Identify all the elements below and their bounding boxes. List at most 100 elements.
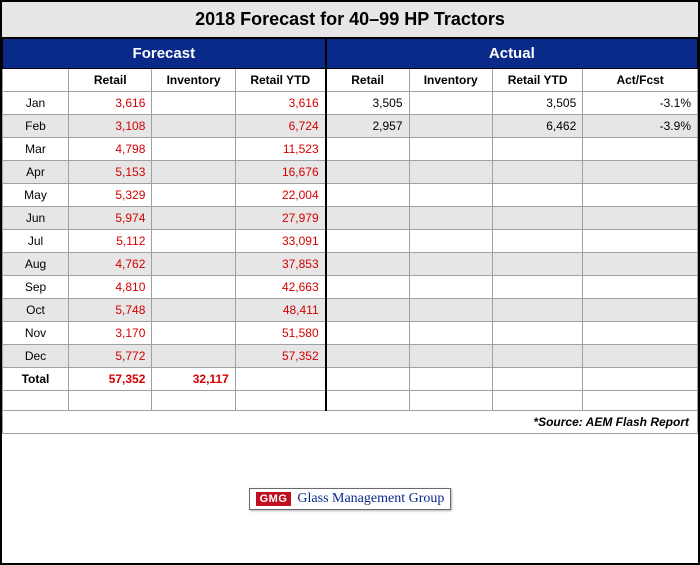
f-retail-cell: 4,798 <box>69 138 152 161</box>
a-retail-cell: 2,957 <box>326 115 409 138</box>
col-a-ytd: Retail YTD <box>492 69 582 92</box>
f-ytd-cell: 27,979 <box>235 207 325 230</box>
table-row: Jan3,6163,6163,5053,505-3.1% <box>3 92 698 115</box>
f-inventory-cell <box>152 322 235 345</box>
f-inventory-cell <box>152 115 235 138</box>
section-header-row: Forecast Actual <box>3 39 698 69</box>
col-act-fcst: Act/Fcst <box>583 69 698 92</box>
a-ytd-cell <box>492 184 582 207</box>
f-ytd-cell: 22,004 <box>235 184 325 207</box>
table-row: Aug4,76237,853 <box>3 253 698 276</box>
a-inventory-cell <box>409 230 492 253</box>
a-inventory-cell <box>409 184 492 207</box>
f-retail-cell: 4,810 <box>69 276 152 299</box>
f-retail-cell: 3,170 <box>69 322 152 345</box>
a-retail-cell <box>326 161 409 184</box>
month-cell: Jan <box>3 92 69 115</box>
f-retail-cell: 5,974 <box>69 207 152 230</box>
f-ytd-cell: 33,091 <box>235 230 325 253</box>
a-retail-cell <box>326 184 409 207</box>
actual-section-header: Actual <box>326 39 698 69</box>
f-inventory-cell <box>152 345 235 368</box>
a-inventory-cell <box>409 115 492 138</box>
table-row: Jun5,974 27,979 <box>3 207 698 230</box>
logo-area: GMG Glass Management Group <box>2 434 698 563</box>
month-cell: Feb <box>3 115 69 138</box>
a-retail-cell <box>326 276 409 299</box>
a-ytd-cell <box>492 207 582 230</box>
table-row: Apr5,153 16,676 <box>3 161 698 184</box>
act-fcst-cell <box>583 230 698 253</box>
month-cell: Sep <box>3 276 69 299</box>
table-row: Jul5,112 33,091 <box>3 230 698 253</box>
month-cell: Dec <box>3 345 69 368</box>
f-ytd-cell: 57,352 <box>235 345 325 368</box>
table-row: Sep4,81042,663 <box>3 276 698 299</box>
act-fcst-cell <box>583 299 698 322</box>
spacer-row <box>3 391 698 411</box>
col-a-retail: Retail <box>326 69 409 92</box>
f-retail-cell: 5,772 <box>69 345 152 368</box>
col-f-inventory: Inventory <box>152 69 235 92</box>
table-row: Dec5,772 57,352 <box>3 345 698 368</box>
f-retail-cell: 5,153 <box>69 161 152 184</box>
month-cell: Mar <box>3 138 69 161</box>
col-f-retail: Retail <box>69 69 152 92</box>
a-retail-cell <box>326 207 409 230</box>
a-inventory-cell <box>409 345 492 368</box>
f-retail-cell: 5,112 <box>69 230 152 253</box>
a-ytd-cell <box>492 253 582 276</box>
act-fcst-cell <box>583 345 698 368</box>
f-inventory-cell <box>152 276 235 299</box>
f-inventory-cell <box>152 138 235 161</box>
total-row: Total 57,352 32,117 <box>3 368 698 391</box>
forecast-section-header: Forecast <box>3 39 326 69</box>
report-frame: 2018 Forecast for 40–99 HP Tractors Fore… <box>0 0 700 565</box>
f-ytd-cell: 51,580 <box>235 322 325 345</box>
table-row: Mar4,798 11,523 <box>3 138 698 161</box>
f-ytd-cell: 3,616 <box>235 92 325 115</box>
a-ytd-cell <box>492 276 582 299</box>
f-inventory-cell <box>152 230 235 253</box>
f-retail-cell: 3,616 <box>69 92 152 115</box>
month-cell: Jun <box>3 207 69 230</box>
a-inventory-cell <box>409 161 492 184</box>
act-fcst-cell: -3.1% <box>583 92 698 115</box>
total-a-inventory <box>409 368 492 391</box>
month-cell: Oct <box>3 299 69 322</box>
f-retail-cell: 5,329 <box>69 184 152 207</box>
total-f-retail: 57,352 <box>69 368 152 391</box>
act-fcst-cell <box>583 276 698 299</box>
table-row: Oct5,748 48,411 <box>3 299 698 322</box>
a-ytd-cell: 3,505 <box>492 92 582 115</box>
act-fcst-cell <box>583 184 698 207</box>
total-f-ytd <box>235 368 325 391</box>
a-inventory-cell <box>409 276 492 299</box>
logo-badge: GMG <box>256 492 292 506</box>
total-a-retail <box>326 368 409 391</box>
act-fcst-cell <box>583 322 698 345</box>
f-retail-cell: 5,748 <box>69 299 152 322</box>
a-ytd-cell <box>492 322 582 345</box>
f-ytd-cell: 16,676 <box>235 161 325 184</box>
total-label: Total <box>3 368 69 391</box>
act-fcst-cell <box>583 161 698 184</box>
f-ytd-cell: 11,523 <box>235 138 325 161</box>
f-inventory-cell <box>152 253 235 276</box>
a-retail-cell <box>326 322 409 345</box>
month-cell: Apr <box>3 161 69 184</box>
a-retail-cell: 3,505 <box>326 92 409 115</box>
total-a-ytd <box>492 368 582 391</box>
a-inventory-cell <box>409 253 492 276</box>
a-inventory-cell <box>409 138 492 161</box>
a-retail-cell <box>326 138 409 161</box>
f-ytd-cell: 37,853 <box>235 253 325 276</box>
f-retail-cell: 3,108 <box>69 115 152 138</box>
report-title: 2018 Forecast for 40–99 HP Tractors <box>2 2 698 38</box>
col-f-ytd: Retail YTD <box>235 69 325 92</box>
a-ytd-cell <box>492 345 582 368</box>
a-retail-cell <box>326 345 409 368</box>
f-ytd-cell: 48,411 <box>235 299 325 322</box>
a-ytd-cell <box>492 138 582 161</box>
month-cell: Jul <box>3 230 69 253</box>
